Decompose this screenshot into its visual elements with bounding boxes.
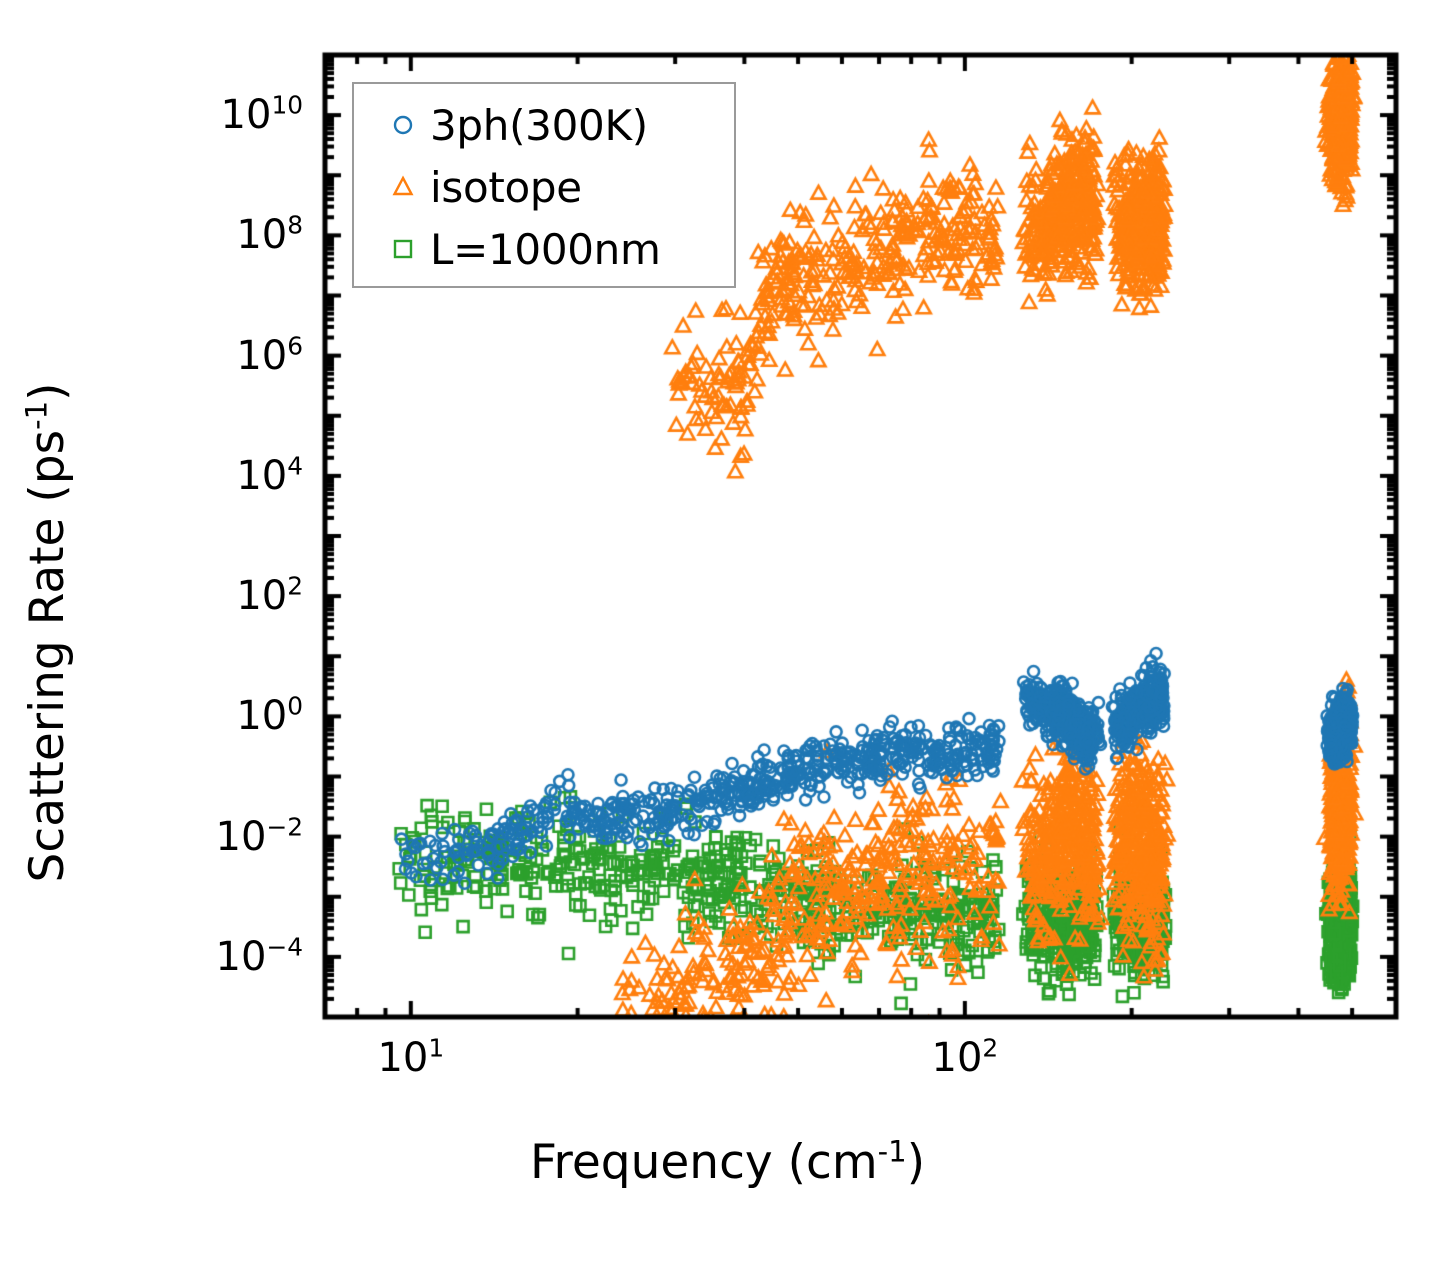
legend-entry-boundary: L=1000nm: [354, 218, 734, 280]
y-tick-label: 10−2: [215, 812, 303, 860]
legend-marker-triangle-icon: [376, 174, 430, 200]
x-tick-label: 102: [931, 1033, 999, 1081]
chart-legend: 3ph(300K) isotope L=1000nm: [352, 82, 736, 288]
legend-label-isotope: isotope: [430, 162, 582, 212]
y-tick-label: 102: [236, 571, 303, 620]
y-tick-label: 1010: [220, 90, 303, 139]
legend-label-3ph: 3ph(300K): [430, 100, 648, 150]
y-tick-label: 104: [236, 451, 303, 499]
legend-entry-3ph: 3ph(300K): [354, 94, 734, 156]
legend-marker-square-icon: [376, 236, 430, 262]
x-axis-label-base: Frequency (cm: [529, 1135, 878, 1190]
x-axis-label-exponent: -1: [877, 1134, 907, 1169]
legend-entry-isotope: isotope: [354, 156, 734, 218]
y-tick-label: 10−4: [215, 932, 303, 980]
y-tick-label: 106: [236, 331, 303, 379]
x-axis-label: Frequency (cm-1): [0, 1135, 1455, 1190]
y-tick-label: 108: [236, 211, 303, 259]
y-tick-label: 100: [236, 692, 303, 740]
legend-label-boundary: L=1000nm: [430, 224, 661, 274]
x-tick-label: 101: [377, 1033, 445, 1081]
x-axis-label-tail: ): [906, 1135, 926, 1190]
legend-marker-circle-icon: [376, 112, 430, 138]
